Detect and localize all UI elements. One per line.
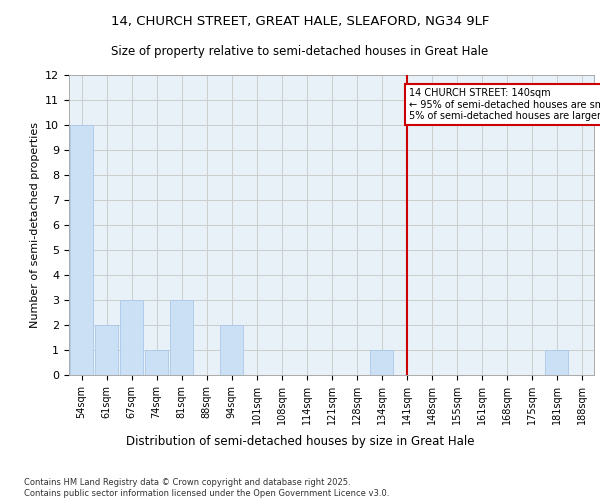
Text: Contains HM Land Registry data © Crown copyright and database right 2025.
Contai: Contains HM Land Registry data © Crown c…: [24, 478, 389, 498]
Text: Size of property relative to semi-detached houses in Great Hale: Size of property relative to semi-detach…: [112, 45, 488, 58]
Text: 14 CHURCH STREET: 140sqm
← 95% of semi-detached houses are smaller (21)
5% of se: 14 CHURCH STREET: 140sqm ← 95% of semi-d…: [409, 88, 600, 120]
Text: Distribution of semi-detached houses by size in Great Hale: Distribution of semi-detached houses by …: [126, 435, 474, 448]
Bar: [170, 300, 193, 375]
Bar: [370, 350, 394, 375]
Bar: [70, 125, 94, 375]
Bar: [545, 350, 568, 375]
Bar: [95, 325, 118, 375]
Bar: [145, 350, 169, 375]
Text: 14, CHURCH STREET, GREAT HALE, SLEAFORD, NG34 9LF: 14, CHURCH STREET, GREAT HALE, SLEAFORD,…: [111, 15, 489, 28]
Bar: [119, 300, 143, 375]
Y-axis label: Number of semi-detached properties: Number of semi-detached properties: [29, 122, 40, 328]
Bar: [220, 325, 244, 375]
